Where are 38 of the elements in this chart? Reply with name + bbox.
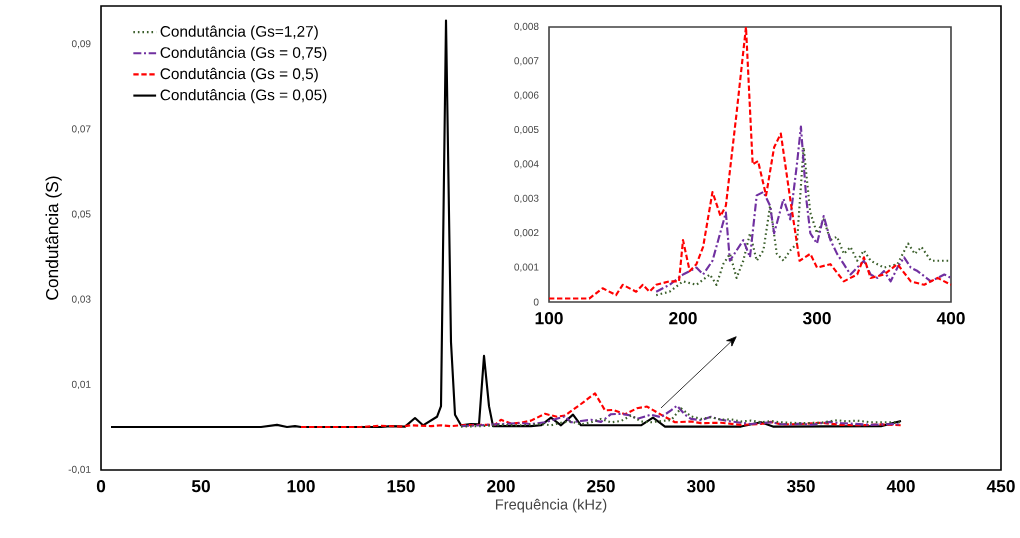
x-tick-label: 150 [387,480,415,493]
y-tick-label: 0,007 [514,57,539,66]
x-tick-label: 250 [587,480,615,493]
y-axis-title: Condutância (S) [45,176,62,300]
y-tick-label: 0,03 [71,295,91,304]
y-tick-label: 0,09 [71,40,91,49]
y-tick-label: 0,003 [514,194,539,203]
y-tick-label: 0,05 [71,210,91,219]
y-tick-label: 0,008 [514,22,539,32]
x-tick-label: 400 [886,480,915,493]
y-tick-label: 0,004 [514,160,539,169]
legend-label: Condutância (Gs = 0,75) [160,46,327,62]
legend-label: Condutância (Gs = 0,05) [160,89,327,104]
x-tick-label: 50 [191,480,210,493]
legend-label: Condutância (Gs=1,27) [160,25,318,40]
y-tick-label: 0 [533,298,539,306]
legend-label: Condutância (Gs = 0,5) [160,67,318,83]
y-tick-label: 0,01 [71,380,91,389]
x-tick-label: 100 [287,480,315,493]
line-series [109,19,903,429]
y-tick-label: 0,006 [514,91,539,100]
line-series [299,392,903,429]
y-tick-label: 0,005 [514,125,539,135]
y-tick-label: 0,001 [514,263,539,272]
x-tick-label: 400 [936,312,965,325]
y-tick-label: -0,01 [68,465,91,475]
x-tick-label: 350 [786,480,815,493]
x-tick-label: 200 [669,312,697,325]
x-tick-label: 450 [986,480,1015,493]
line-series [547,25,953,300]
x-tick-label: 300 [802,312,831,325]
y-tick-label: 0,07 [71,125,91,134]
y-tick-label: 0,002 [514,229,539,238]
x-tick-label: 300 [686,480,715,493]
x-tick-label: 0 [96,480,106,493]
x-tick-label: 200 [487,480,515,493]
x-tick-label: 100 [535,312,563,325]
x-axis-title: Frequência (kHz) [495,498,607,513]
